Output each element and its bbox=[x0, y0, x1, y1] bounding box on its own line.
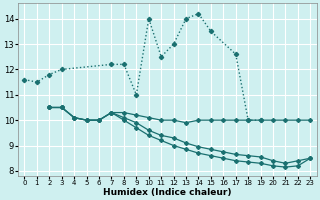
X-axis label: Humidex (Indice chaleur): Humidex (Indice chaleur) bbox=[103, 188, 232, 197]
